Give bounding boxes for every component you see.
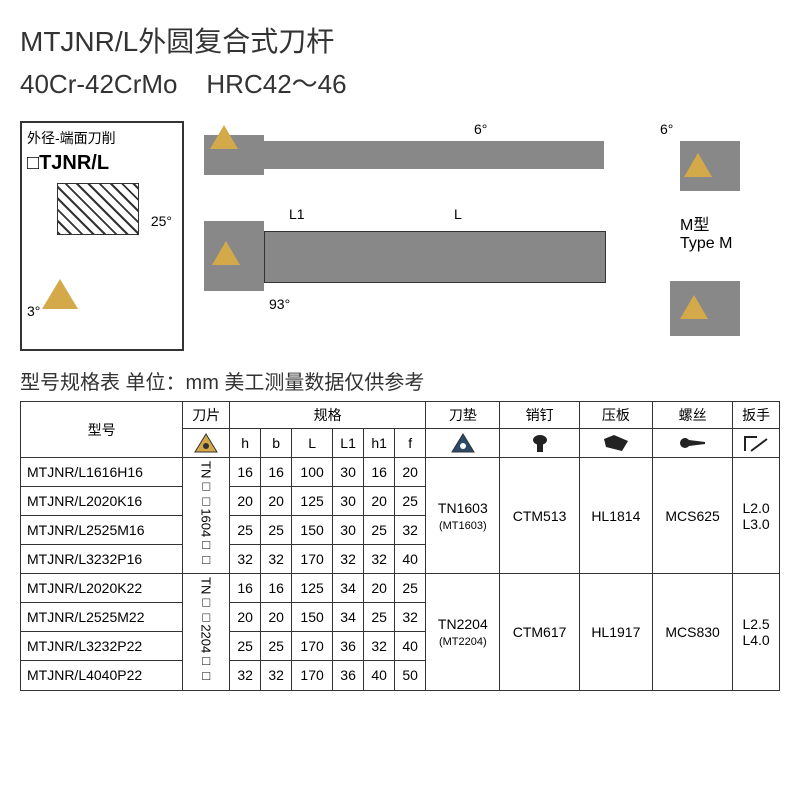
col-screw: 螺丝 xyxy=(653,402,733,429)
table-row: MTJNR/L1616H16TN□□1604□□1616100301620TN1… xyxy=(21,458,780,487)
table-caption: 型号规格表 单位：mm 美工测量数据仅供参考 xyxy=(20,366,780,395)
type-m-detail: 6° M型 Type M xyxy=(650,121,780,351)
page-title: MTJNR/L外圆复合式刀杆 xyxy=(20,20,780,60)
page-subtitle: 40Cr-42CrMo HRC42～46 xyxy=(20,64,780,101)
col-wrench: 扳手 xyxy=(733,402,780,429)
col-model: 型号 xyxy=(21,402,183,458)
clamp-icon xyxy=(579,429,652,458)
pin-icon xyxy=(500,429,579,458)
col-pin: 销钉 xyxy=(500,402,579,429)
shim-icon xyxy=(426,429,500,458)
col-clamp: 压板 xyxy=(579,402,652,429)
spec-table: 型号 刀片 规格 刀垫 销钉 压板 螺丝 扳手 h b L L1 h1 f xyxy=(20,401,780,691)
wrench-icon xyxy=(733,429,780,458)
insert-type-box: 外径-端面刀削 □TJNR/L 25° 3° xyxy=(20,121,184,351)
table-row: MTJNR/L2020K22TN□□2204□□1616125342025TN2… xyxy=(21,574,780,603)
tool-side-view: 6° L1 L 93° xyxy=(194,121,640,351)
col-shim: 刀垫 xyxy=(426,402,500,429)
col-spec: 规格 xyxy=(230,402,426,429)
screw-icon xyxy=(653,429,733,458)
technical-diagram: 外径-端面刀削 □TJNR/L 25° 3° 6° L1 L 93° 6° M型… xyxy=(20,121,780,351)
col-insert: 刀片 xyxy=(183,402,230,429)
insert-icon xyxy=(183,429,230,458)
